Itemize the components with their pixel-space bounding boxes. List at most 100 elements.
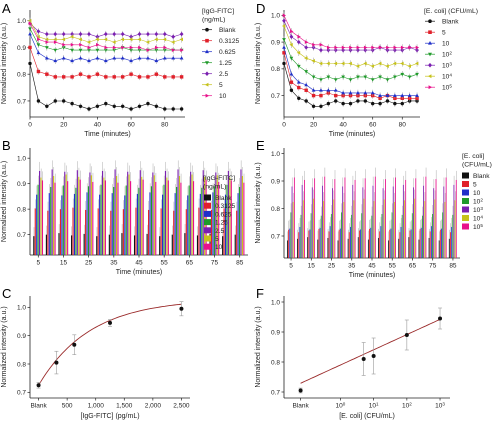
legend-entry: 10 [442, 41, 450, 48]
data-point [87, 58, 91, 63]
data-point [311, 104, 316, 109]
data-point [326, 45, 331, 50]
x-axis-label: Time (minutes) [116, 269, 162, 276]
chart-c-calibration: 0.7 0.8 0.9 1.0 Normalized intensity (a.u.) B… [1, 296, 190, 420]
data-point [171, 107, 175, 111]
bar [173, 210, 175, 255]
data-point [334, 45, 338, 50]
data-point [385, 93, 390, 97]
x-tick-label: 40 [340, 122, 348, 129]
data-point [282, 51, 286, 55]
series-line [283, 15, 417, 48]
bar [188, 185, 190, 255]
bar [367, 239, 369, 258]
bar [33, 236, 35, 255]
bar [374, 176, 376, 258]
x-tick-label: 55 [161, 260, 169, 267]
bar [76, 170, 78, 255]
bar [395, 177, 396, 258]
bar [324, 176, 326, 258]
legend-entry: 0.625 [219, 49, 236, 56]
data-point [79, 42, 83, 47]
legend-swatch [462, 181, 469, 187]
legend-swatch [462, 198, 469, 204]
data-point [146, 75, 150, 79]
bar [422, 215, 423, 258]
data-point [70, 58, 74, 63]
data-point [363, 99, 368, 103]
bar [213, 186, 215, 255]
data-point [44, 46, 49, 50]
y-tick-label: 1.0 [271, 299, 280, 306]
bar [199, 193, 201, 255]
legend-title: [E. coli] [462, 153, 484, 160]
legend-entry: 105 [442, 83, 452, 92]
data-point [298, 388, 303, 393]
data-point [95, 56, 100, 60]
y-tick-label: 0.9 [17, 333, 26, 340]
data-point [289, 72, 294, 76]
bar [226, 184, 228, 255]
data-point [392, 61, 397, 66]
bar [310, 213, 312, 258]
data-point [319, 93, 323, 98]
data-point [61, 99, 66, 103]
data-point [289, 56, 294, 61]
bar [370, 227, 372, 258]
bar [380, 226, 382, 258]
data-point [296, 39, 301, 45]
bar [332, 188, 333, 258]
bar [308, 230, 310, 258]
data-point [361, 357, 366, 361]
data-point [171, 34, 176, 39]
x-axis-label: Time (minutes) [84, 131, 130, 138]
data-point [171, 75, 175, 79]
bar [153, 175, 155, 255]
x-tick-label: 20 [310, 122, 318, 129]
data-point [356, 45, 360, 50]
data-point [415, 93, 419, 97]
bar [78, 176, 80, 255]
bar [192, 181, 195, 255]
data-point [304, 56, 308, 61]
bar [401, 214, 403, 258]
x-tick-label: 1,500 [116, 403, 133, 410]
bar [205, 179, 207, 255]
chart-f-calibration: 0.7 0.8 0.9 1.0 Normalized intensity (a.u.) B… [255, 296, 450, 420]
data-point [311, 75, 316, 79]
bar [409, 230, 411, 258]
data-point [112, 45, 117, 50]
bar [383, 199, 385, 258]
x-axis-label: Time (minutes) [329, 131, 375, 138]
data-point [415, 72, 419, 77]
bar [361, 213, 363, 258]
data-point [78, 56, 83, 60]
data-point [45, 104, 49, 109]
bar [448, 238, 450, 258]
data-point [28, 32, 32, 36]
y-tick-label: 0.8 [17, 206, 26, 213]
bar [363, 198, 365, 258]
bar [418, 239, 420, 258]
legend-swatch [204, 243, 211, 250]
legend-marker [205, 71, 209, 77]
data-point [129, 45, 134, 50]
data-point [146, 56, 150, 60]
bar [104, 180, 106, 255]
legend-marker [428, 62, 432, 68]
bar [171, 234, 173, 255]
data-point [104, 45, 108, 50]
bar [452, 214, 454, 258]
legend-entry: 102 [442, 50, 452, 59]
bar [454, 200, 456, 258]
bar [114, 169, 116, 255]
bar [379, 231, 381, 258]
data-point [154, 37, 158, 42]
bar [59, 209, 62, 255]
bar [390, 228, 392, 258]
legend-marker [428, 85, 433, 90]
x-tick-label: 25 [328, 263, 336, 270]
bar [288, 229, 290, 258]
x-tick-label: 75 [429, 263, 437, 270]
data-point [281, 24, 286, 28]
